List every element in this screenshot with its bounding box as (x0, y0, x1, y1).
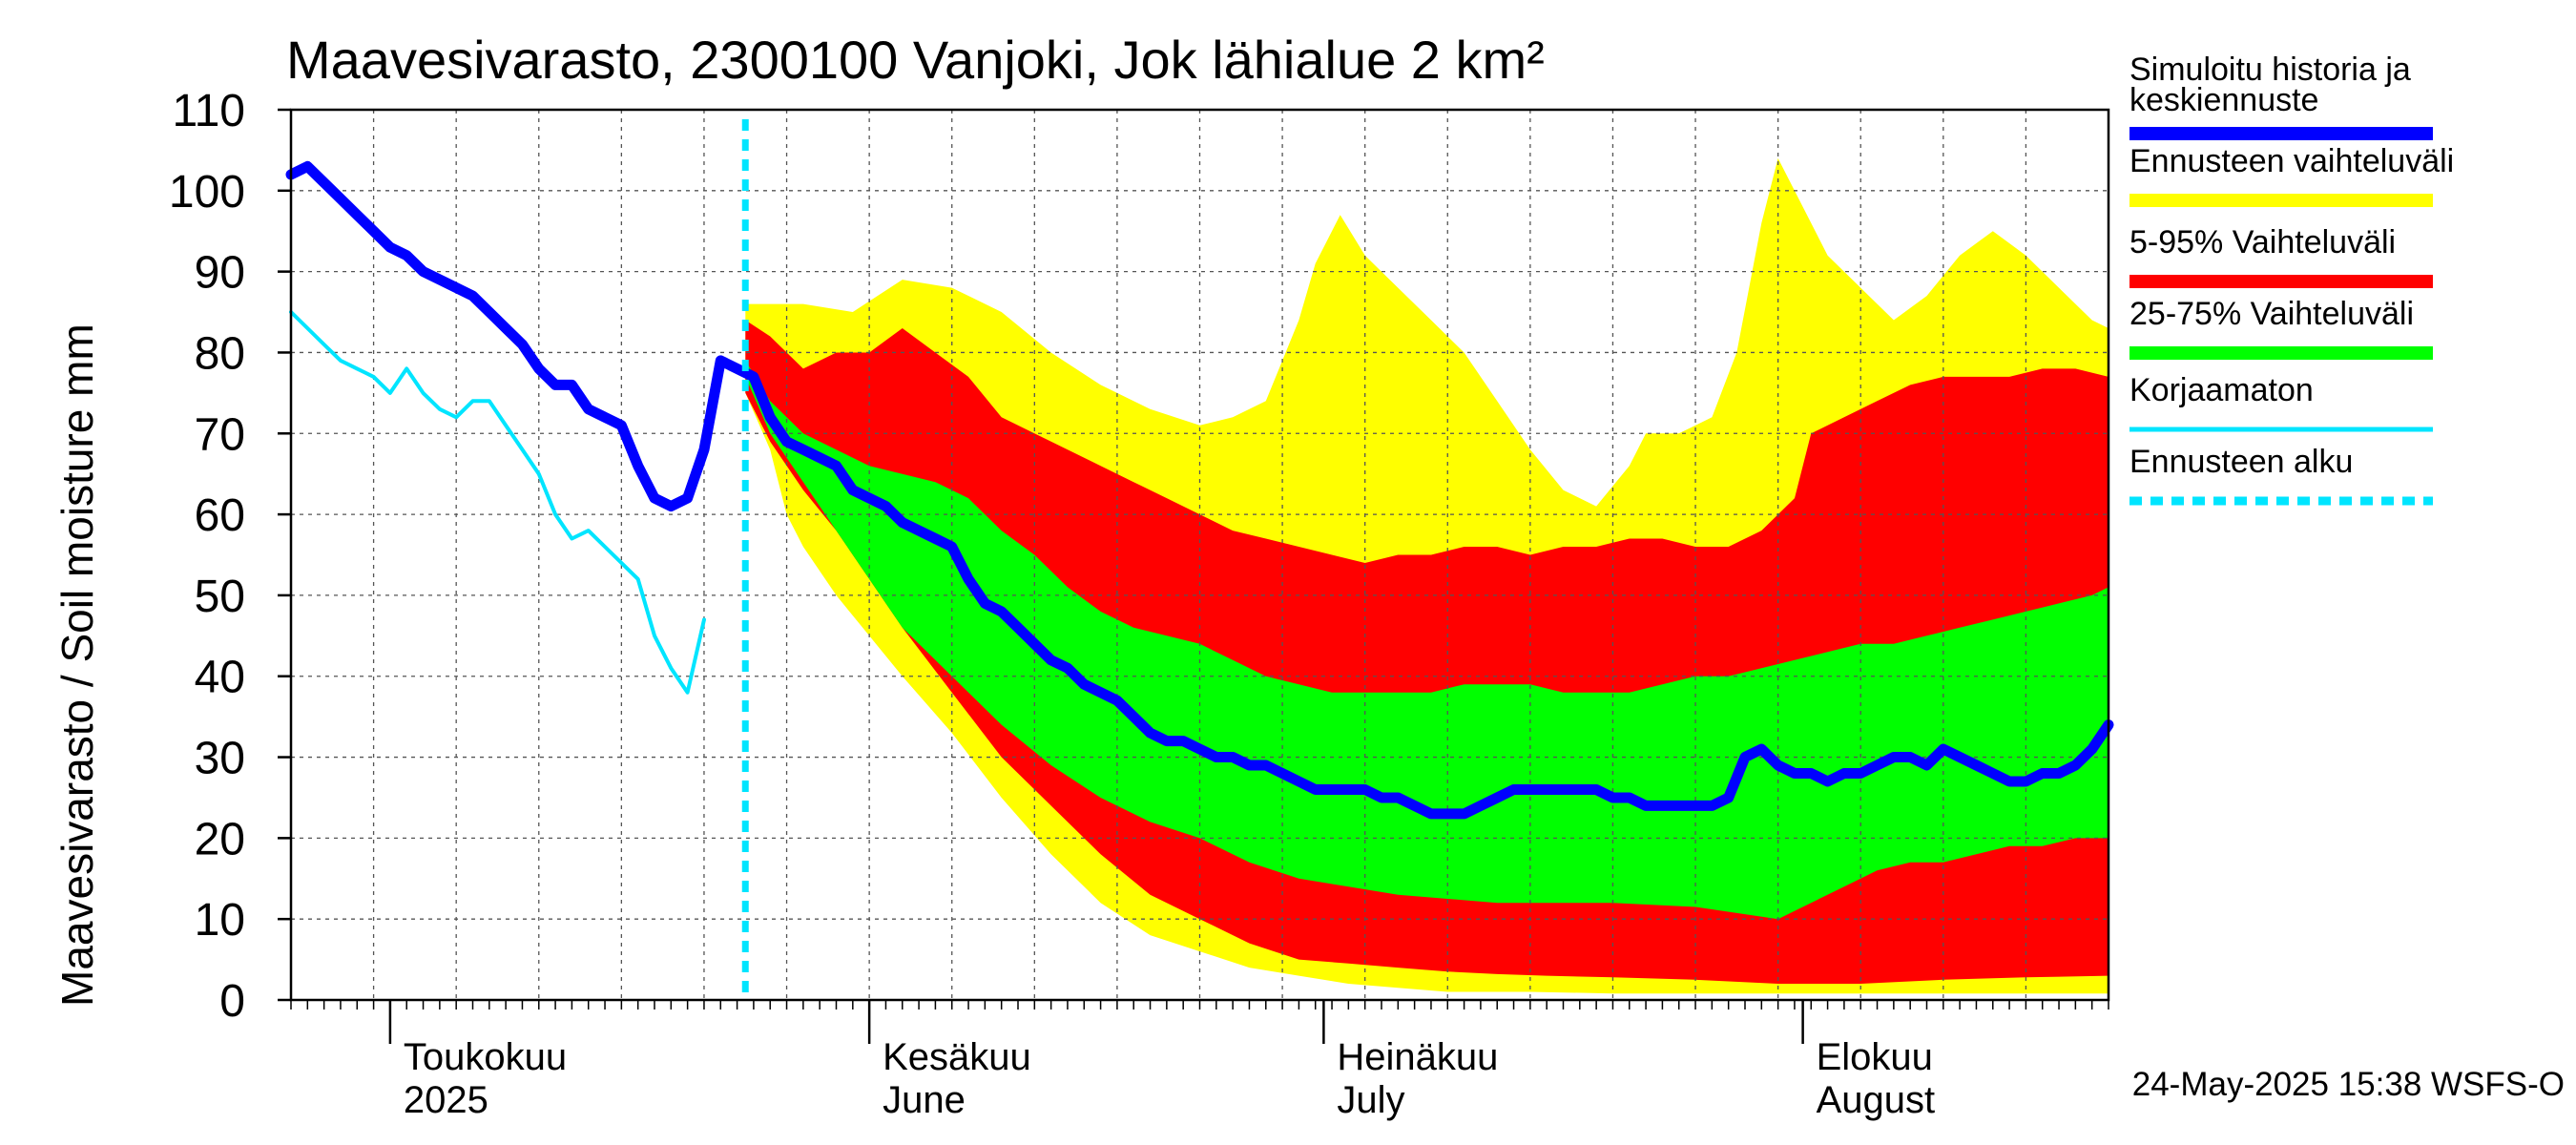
x-month-label-2: June (883, 1079, 966, 1121)
y-tick-label: 80 (195, 328, 245, 379)
x-month-label: Heinäkuu (1337, 1036, 1498, 1078)
legend-label: Korjaamaton (2129, 372, 2314, 408)
legend-label: keskiennuste (2129, 82, 2318, 118)
legend-label: 25-75% Vaihteluväli (2129, 296, 2414, 332)
y-tick-label: 90 (195, 248, 245, 299)
x-month-label: Elokuu (1817, 1036, 1933, 1078)
legend-label: Ennusteen vaihteluväli (2129, 143, 2454, 179)
series-line-1 (285, 160, 2114, 820)
y-tick-label: 100 (169, 167, 245, 218)
band-3 (745, 360, 2109, 920)
x-month-label-2: August (1817, 1079, 1936, 1121)
y-tick-label: 60 (195, 490, 245, 541)
x-month-label-2: 2025 (404, 1079, 488, 1121)
y-tick-label: 40 (195, 653, 245, 703)
x-month-label-2: July (1337, 1079, 1404, 1121)
legend-label: 5-95% Vaihteluväli (2129, 224, 2396, 260)
chart-title: Maavesivarasto, 2300100 Vanjoki, Jok läh… (286, 30, 1545, 90)
x-month-label: Toukokuu (404, 1036, 567, 1078)
y-tick-label: 30 (195, 734, 245, 784)
legend-label: Ennusteen alku (2129, 444, 2353, 480)
y-tick-label: 50 (195, 572, 245, 622)
y-tick-label: 70 (195, 409, 245, 460)
y-axis-label: Maavesivarasto / Soil moisture mm (52, 323, 102, 1007)
series-line-2 (289, 310, 706, 695)
timestamp: 24-May-2025 15:38 WSFS-O (2132, 1066, 2565, 1103)
y-tick-label: 0 (219, 976, 245, 1027)
legend-label: Simuloitu historia ja (2129, 52, 2411, 88)
y-tick-label: 20 (195, 814, 245, 864)
y-tick-label: 110 (172, 86, 245, 136)
x-month-label: Kesäkuu (883, 1036, 1031, 1078)
y-tick-label: 10 (195, 895, 245, 946)
